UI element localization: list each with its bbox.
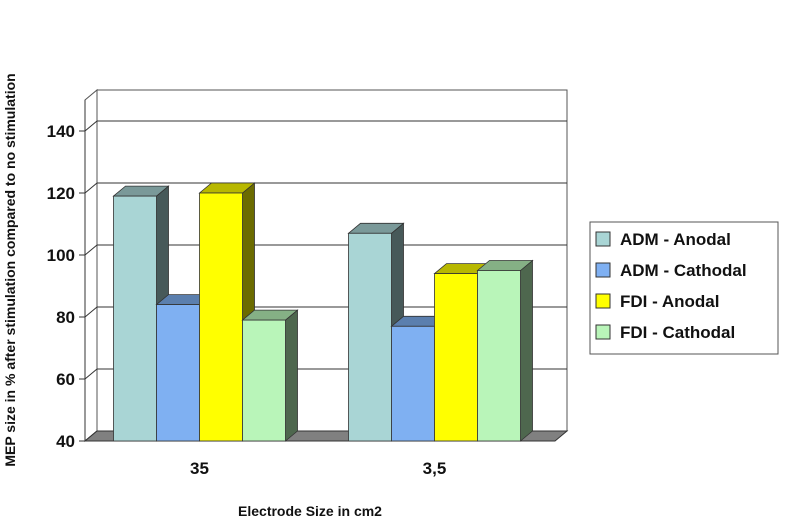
y-tick-label: 120	[47, 184, 75, 203]
gridline	[84, 182, 567, 194]
bar	[476, 259, 534, 442]
legend-swatch	[595, 262, 611, 278]
bar-front	[113, 195, 157, 442]
bar	[241, 309, 299, 442]
legend-swatch	[595, 293, 611, 309]
gridline	[84, 120, 567, 132]
bar-side	[520, 259, 533, 442]
legend-label: ADM - Anodal	[620, 230, 731, 249]
y-tick-label: 100	[47, 246, 75, 265]
bar-front	[434, 273, 478, 442]
legend-swatch	[595, 231, 611, 247]
y-axis-title: MEP size in % after stimulation compared…	[2, 73, 18, 466]
side-wall	[84, 88, 98, 443]
legend-label: FDI - Cathodal	[620, 323, 735, 342]
legend-label: ADM - Cathodal	[620, 261, 747, 280]
legend-label: FDI - Anodal	[620, 292, 719, 311]
legend: ADM - Anodal ADM - Cathodal FDI - Anodal FD…	[589, 221, 779, 355]
bar	[198, 182, 256, 442]
bar-layer	[112, 182, 534, 442]
legend-box	[589, 221, 779, 355]
gridline	[84, 306, 567, 318]
bar-front	[348, 232, 392, 442]
tick-layer: 40 60 80 100 120 140 35 3,5	[47, 122, 447, 478]
x-tick-label: 3,5	[423, 459, 447, 478]
legend-swatch	[595, 324, 611, 340]
x-axis-title: Electrode Size in cm2	[238, 503, 382, 519]
y-tick-label: 80	[56, 308, 75, 327]
bar-front	[199, 192, 243, 442]
bar-front	[156, 304, 200, 442]
bar-front	[242, 319, 286, 442]
bar-front	[391, 325, 435, 442]
y-tick-label: 140	[47, 122, 75, 141]
bar-front	[477, 270, 521, 442]
bar-side	[285, 309, 298, 442]
x-tick-label: 35	[190, 459, 209, 478]
y-tick-label: 40	[56, 432, 75, 451]
y-tick-label: 60	[56, 370, 75, 389]
gridline	[84, 244, 567, 256]
